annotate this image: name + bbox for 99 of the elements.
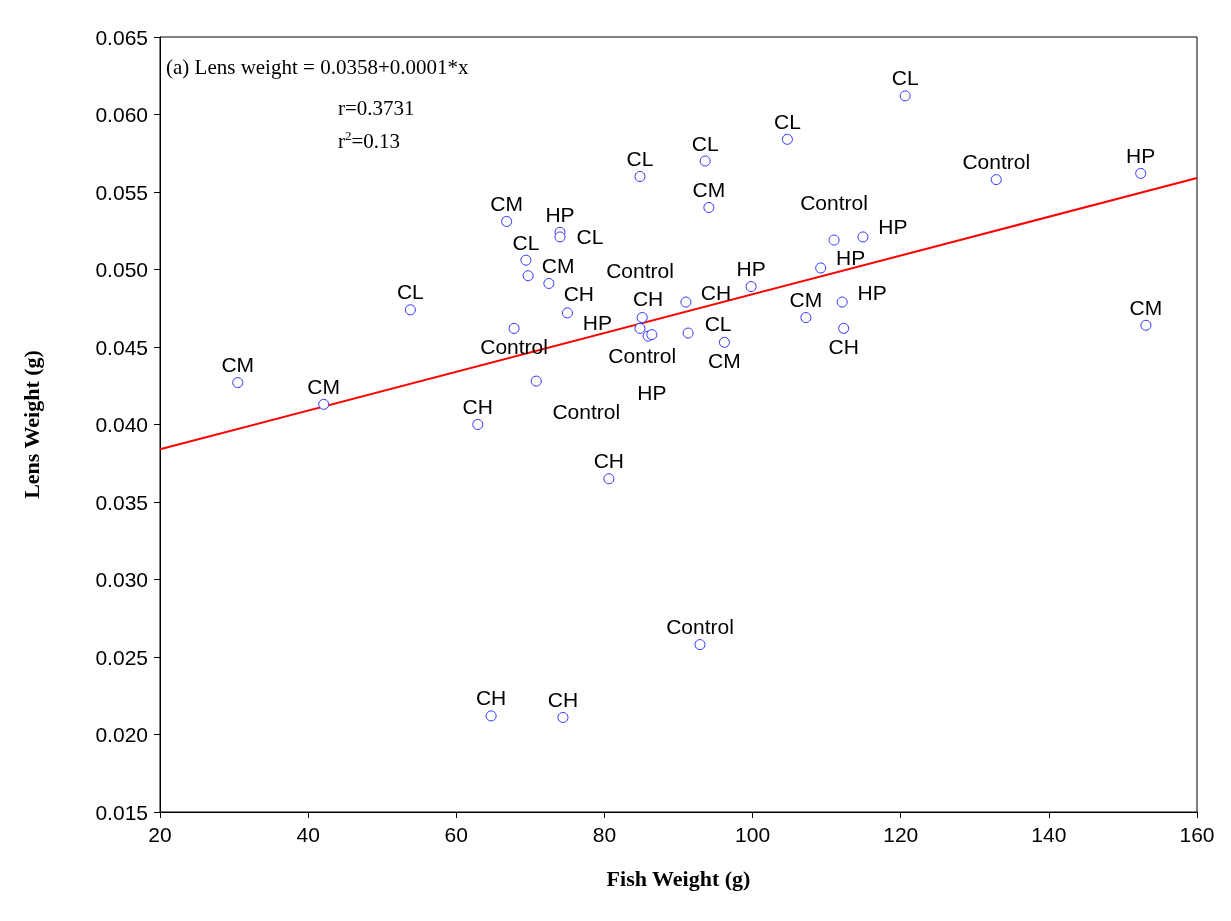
point	[318, 398, 330, 410]
point	[485, 710, 497, 722]
data-label: CL	[773, 109, 801, 133]
point	[232, 377, 244, 389]
annotation: (a) Lens weight = 0.0358+0.0001*x	[166, 54, 469, 79]
y-tick-label: 0.050	[95, 258, 148, 281]
data-label: Control	[800, 190, 868, 214]
data-label: CM	[221, 353, 255, 377]
data-label: CM	[692, 178, 726, 201]
point	[554, 231, 566, 243]
data-label: CH	[828, 334, 859, 358]
data-label: HP	[857, 280, 887, 304]
point	[815, 262, 827, 274]
y-tick-label: 0.035	[95, 490, 148, 514]
point	[530, 375, 542, 387]
y-tick-label: 0.020	[95, 723, 148, 746]
point	[699, 155, 711, 167]
x-axis-title: Fish Weight (g)	[606, 865, 751, 891]
point	[603, 473, 615, 485]
y-tick-label: 0.065	[95, 25, 148, 49]
data-label: CH	[475, 686, 507, 710]
data-label: Control	[552, 399, 621, 423]
data-label: CH	[462, 395, 493, 418]
data-label: CH	[700, 280, 732, 304]
point	[899, 90, 911, 102]
y-tick-label: 0.060	[95, 103, 148, 126]
data-label: Control	[666, 615, 734, 639]
point	[646, 329, 658, 341]
point	[680, 296, 692, 308]
data-label: Control	[606, 258, 674, 282]
point	[508, 322, 520, 334]
point	[404, 304, 416, 316]
point	[990, 174, 1002, 186]
data-label: CH	[632, 286, 664, 310]
point	[857, 231, 869, 243]
data-label: CL	[704, 311, 732, 335]
point	[781, 133, 793, 145]
x-tick-label: 120	[883, 823, 919, 846]
data-label: CM	[789, 288, 823, 312]
data-label: Control	[608, 344, 677, 368]
data-label: CH	[563, 281, 595, 305]
x-tick-label: 160	[1179, 823, 1215, 846]
data-label: HP	[545, 202, 575, 226]
x-tick-label: 100	[735, 823, 771, 846]
point	[557, 711, 569, 723]
point	[636, 312, 648, 324]
data-label: CM	[490, 191, 523, 215]
x-tick-label: 140	[1031, 823, 1067, 846]
y-tick-label: 0.055	[95, 180, 148, 204]
data-label: CM	[307, 374, 341, 398]
data-label: HP	[637, 381, 667, 405]
point	[543, 277, 555, 289]
annotation: r=0.3731	[338, 95, 415, 120]
y-tick-label: 0.045	[95, 335, 148, 359]
data-label: HP	[878, 215, 908, 239]
data-label: CL	[891, 66, 919, 90]
data-label: HP	[1126, 143, 1156, 167]
point	[703, 202, 715, 213]
y-axis-title: Lens Weight (g)	[18, 350, 44, 499]
data-label: CM	[708, 348, 741, 372]
point	[828, 234, 840, 246]
point	[522, 270, 534, 282]
data-label: CL	[396, 280, 424, 304]
data-label: CL	[576, 225, 604, 249]
x-tick-label: 40	[296, 823, 320, 846]
y-tick-label: 0.040	[95, 413, 148, 436]
point	[836, 296, 848, 308]
point	[501, 215, 513, 227]
x-tick-label: 80	[592, 823, 617, 846]
point	[682, 327, 694, 339]
point	[745, 281, 757, 293]
data-label: Control	[480, 334, 548, 358]
point	[520, 254, 532, 266]
point	[718, 336, 730, 348]
data-label: HP	[736, 257, 766, 281]
data-label: HP	[836, 246, 866, 270]
data-label: CH	[547, 687, 579, 711]
data-label: CL	[626, 147, 654, 170]
x-tick-label: 60	[444, 823, 468, 846]
data-label: CL	[691, 131, 719, 155]
point	[634, 171, 646, 182]
data-label: CH	[593, 449, 625, 473]
point	[838, 322, 850, 334]
point	[694, 639, 706, 651]
data-label: CM	[541, 254, 575, 278]
data-label: HP	[582, 311, 612, 335]
y-tick-label: 0.015	[95, 800, 148, 824]
y-tick-label: 0.025	[95, 645, 148, 669]
data-label: Control	[962, 150, 1031, 174]
point	[800, 312, 812, 324]
point	[472, 419, 484, 430]
x-tick-label: 20	[148, 823, 172, 846]
y-tick-label: 0.030	[95, 568, 148, 591]
data-label: CL	[512, 230, 540, 254]
point	[561, 307, 573, 319]
point	[634, 322, 646, 334]
data-label: CM	[1129, 295, 1163, 319]
point	[1135, 167, 1147, 179]
point	[1140, 319, 1152, 331]
